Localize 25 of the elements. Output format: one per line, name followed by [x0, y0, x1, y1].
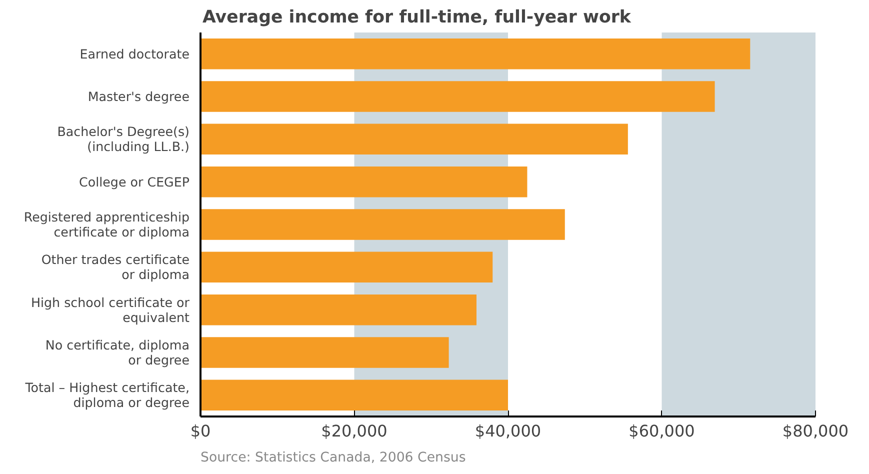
- bar: [200, 209, 565, 240]
- y-tick-label: No certificate, diploma or degree: [45, 338, 190, 368]
- x-tick-label: $60,000: [628, 422, 695, 440]
- source-note: Source: Statistics Canada, 2006 Census: [200, 450, 466, 466]
- x-tick-label: $40,000: [474, 422, 542, 440]
- bar: [200, 294, 476, 326]
- bar: [200, 380, 508, 411]
- y-tick-label: Other trades certificate or diploma: [41, 252, 190, 282]
- y-tick-label: Total – Highest certificate, diploma or degree: [24, 380, 190, 410]
- y-tick-label: High school certificate or equivalent: [30, 294, 190, 325]
- bar: [200, 337, 449, 368]
- y-tick-label: Master's degree: [88, 89, 190, 104]
- x-tick-label: $0: [190, 422, 211, 440]
- y-tick-label: Bachelor's Degree(s) (including LL.B.): [57, 124, 190, 154]
- bar: [200, 81, 715, 112]
- chart-title: Average income for full-time, full-year work: [202, 8, 632, 28]
- y-tick-label: Earned doctorate: [80, 46, 190, 62]
- bar: [200, 38, 750, 70]
- bar: [200, 166, 528, 198]
- x-tick-label: $20,000: [321, 422, 388, 440]
- x-tick-label: $80,000: [782, 422, 849, 440]
- y-tick-label: College or CEGEP: [79, 174, 190, 190]
- y-tick-label: Registered apprenticeship certificate or diploma: [24, 210, 190, 240]
- bar: [200, 124, 628, 155]
- bar: [200, 252, 493, 283]
